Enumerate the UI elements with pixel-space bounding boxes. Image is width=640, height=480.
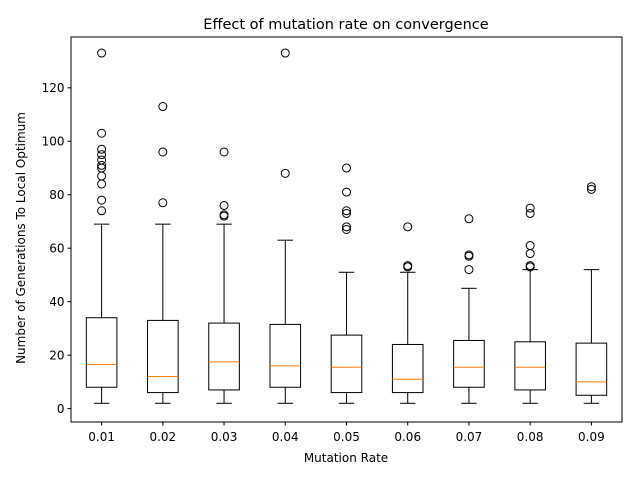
outlier-point	[342, 206, 351, 216]
outlier-point	[97, 206, 107, 216]
outlier-point	[97, 48, 107, 58]
outlier-point	[525, 261, 535, 271]
outlier-point	[97, 195, 107, 205]
outlier-point	[525, 203, 535, 213]
box-iqr	[85, 317, 118, 388]
outlier-point	[342, 208, 351, 218]
x-tick-label: 0.08	[517, 430, 544, 444]
outlier-point	[342, 225, 351, 234]
x-tick-label: 0.07	[456, 430, 483, 444]
outlier-point	[403, 261, 413, 271]
x-tick-label: 0.01	[88, 430, 115, 444]
y-tick-label: 60	[49, 242, 64, 256]
x-tick-label: 0.02	[149, 430, 176, 444]
outlier-point	[525, 241, 535, 251]
y-tick-label: 20	[49, 348, 64, 362]
box-iqr	[208, 322, 240, 391]
x-tick-label: 0.06	[394, 430, 421, 444]
outlier-point	[158, 147, 168, 157]
outlier-point	[158, 102, 168, 112]
outlier-point	[219, 147, 229, 157]
y-tick-label: 40	[49, 295, 64, 309]
x-tick-label: 0.03	[211, 430, 238, 444]
y-tick-label: 100	[42, 135, 65, 149]
outlier-point	[97, 144, 107, 154]
box-iqr	[269, 323, 302, 388]
chart-title: Effect of mutation rate on convergence	[203, 17, 488, 33]
box-iqr	[391, 343, 424, 394]
box-iqr	[575, 342, 608, 396]
outlier-point	[586, 182, 596, 192]
outlier-point	[97, 128, 107, 138]
y-tick-label: 120	[42, 81, 65, 95]
plot-area: 0 20 40 60 80 100 120 0.01 0.02 0.03 0.04 0.05 0.06 0…	[42, 36, 623, 444]
x-axis-label: Mutation Rate	[304, 451, 388, 465]
box-iqr	[514, 341, 546, 391]
outlier-point	[342, 187, 351, 197]
box-iqr	[453, 339, 485, 388]
outlier-point	[464, 214, 474, 224]
outlier-point	[97, 160, 107, 170]
outlier-point	[586, 184, 596, 194]
box-iqr	[330, 334, 363, 394]
x-tick-label: 0.05	[333, 430, 360, 444]
outlier-point	[342, 222, 351, 232]
x-tick-label: 0.09	[578, 430, 605, 444]
outlier-point	[525, 208, 535, 218]
outlier-point	[280, 168, 290, 178]
outlier-point	[97, 155, 107, 165]
outlier-point	[342, 163, 351, 173]
x-tick-label: 0.04	[272, 430, 299, 444]
outlier-point	[97, 150, 107, 160]
y-axis-label: Number of Generations To Local Optimum	[14, 112, 28, 364]
outlier-point	[219, 210, 229, 220]
outlier-point	[158, 198, 168, 208]
y-tick-label: 80	[49, 188, 64, 202]
outlier-point	[464, 250, 474, 260]
box-iqr	[147, 319, 179, 394]
outlier-point	[464, 265, 474, 275]
outlier-point	[219, 200, 229, 210]
y-tick-label: 0	[57, 402, 65, 416]
outlier-point	[403, 222, 413, 232]
outlier-point	[280, 48, 290, 58]
